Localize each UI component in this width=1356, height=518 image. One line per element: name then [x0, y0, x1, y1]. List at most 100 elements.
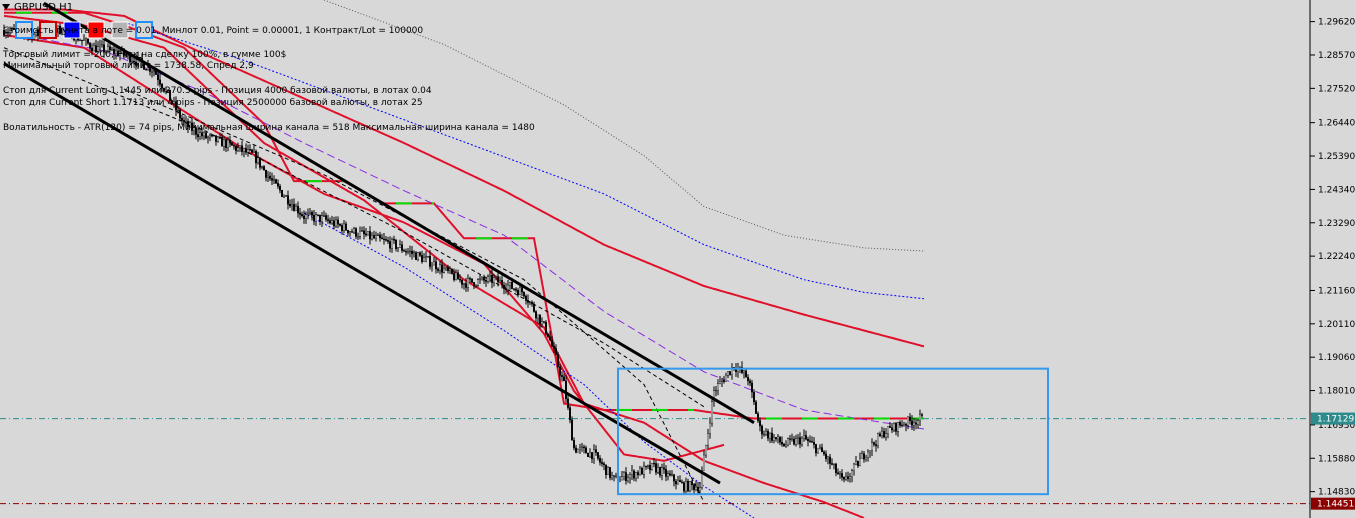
- candle-body: [825, 453, 828, 459]
- candle-body: [104, 51, 107, 53]
- candle-body: [891, 427, 894, 431]
- ma-red-lower-line: [3, 14, 865, 518]
- candle-body: [349, 231, 352, 234]
- candle-body: [166, 89, 169, 92]
- candle-body: [767, 430, 770, 439]
- candle-body: [775, 437, 778, 440]
- candle-body: [453, 273, 456, 280]
- candle-body: [549, 336, 552, 341]
- candle-body: [791, 438, 794, 440]
- candle-body: [517, 290, 520, 295]
- candle-body: [228, 139, 231, 143]
- candle-body: [619, 479, 622, 482]
- candle-body: [339, 223, 342, 226]
- candle-body: [138, 57, 141, 59]
- candle-body: [561, 375, 564, 377]
- candle-body: [505, 288, 508, 290]
- candle-body: [459, 279, 462, 281]
- candle-body: [248, 149, 251, 151]
- candle-body: [697, 486, 700, 492]
- candle-body: [244, 148, 247, 153]
- candle-body: [226, 139, 229, 148]
- candle-body: [867, 451, 870, 458]
- candle-body: [709, 422, 712, 434]
- axis-tick-label: 1.19060: [1318, 353, 1355, 363]
- candle-body: [92, 45, 95, 52]
- candle-body: [745, 370, 748, 378]
- candle-body: [813, 442, 816, 445]
- candle-body: [831, 463, 834, 465]
- candle-body: [519, 287, 522, 295]
- candle-body: [287, 195, 290, 205]
- candle-body: [170, 100, 173, 104]
- candle-body: [525, 295, 528, 301]
- candle-body: [533, 303, 536, 312]
- candle-body: [232, 145, 235, 147]
- red-swatch[interactable]: [87, 21, 105, 39]
- candle-body: [114, 50, 117, 55]
- candle-body: [252, 150, 255, 153]
- candle-body: [589, 452, 592, 457]
- candle-body: [805, 435, 808, 440]
- candle-body: [803, 435, 806, 439]
- candle-body: [627, 477, 630, 481]
- outline-blue-swatch[interactable]: [15, 21, 33, 39]
- candle-body: [361, 230, 364, 232]
- candle-body: [6, 32, 9, 34]
- ma-red-fast-line: [3, 34, 725, 462]
- candle-body: [297, 205, 300, 214]
- candle-body: [8, 30, 11, 33]
- candle-body: [593, 449, 596, 460]
- candle-body: [90, 47, 93, 52]
- candle-body: [164, 89, 167, 92]
- candle-body: [445, 267, 448, 270]
- candle-body: [399, 244, 402, 248]
- candle-body: [495, 276, 498, 278]
- candle-body: [509, 281, 512, 286]
- candle-body: [663, 467, 666, 470]
- gray-swatch[interactable]: [111, 21, 129, 39]
- candle-body: [501, 280, 504, 286]
- outline-blue-swatch-2[interactable]: [135, 21, 153, 39]
- candle-body: [645, 465, 648, 468]
- candle-body: [447, 267, 450, 271]
- triangle-down-icon[interactable]: [2, 4, 10, 10]
- candle-body: [401, 244, 404, 251]
- candle-body: [603, 463, 606, 466]
- candle-body: [261, 166, 264, 168]
- candle-body: [224, 139, 227, 148]
- candle-body: [615, 475, 618, 477]
- candle-body: [212, 135, 215, 137]
- candle-body: [411, 250, 414, 254]
- candle-body: [405, 251, 408, 253]
- title-bar: GBPUSD,H1: [2, 2, 73, 13]
- range-rectangle[interactable]: [617, 367, 1049, 496]
- info-line-6: Волатильность - ATR(120) = 74 pips, Мини…: [3, 123, 535, 133]
- candle-body: [57, 25, 60, 33]
- blue-swatch[interactable]: [63, 21, 81, 39]
- channel-lower-line[interactable]: [3, 62, 721, 485]
- candle-body: [769, 432, 772, 439]
- candle-body: [283, 196, 286, 198]
- candle-body: [725, 375, 728, 382]
- candle-body: [116, 50, 119, 57]
- candle-body: [467, 278, 470, 288]
- info-panel: Стоимость пункта в лоте = 0.01, Минлот 0…: [2, 26, 535, 133]
- outline-red-swatch[interactable]: [39, 21, 57, 39]
- candle-body: [859, 458, 862, 467]
- black-dashed-mid-line: [3, 47, 705, 408]
- candle-body: [415, 252, 418, 260]
- candle-body: [461, 279, 464, 285]
- candle-body: [611, 475, 614, 478]
- candle-body: [673, 474, 676, 482]
- candle-body: [715, 389, 718, 392]
- candle-body: [246, 149, 249, 153]
- candle-body: [559, 366, 562, 376]
- candle-body: [156, 74, 159, 81]
- candle-body: [200, 132, 203, 137]
- candle-body: [10, 28, 13, 31]
- candle-body: [657, 467, 660, 473]
- candle-body: [685, 481, 688, 492]
- channel-upper-line[interactable]: [43, 1, 755, 424]
